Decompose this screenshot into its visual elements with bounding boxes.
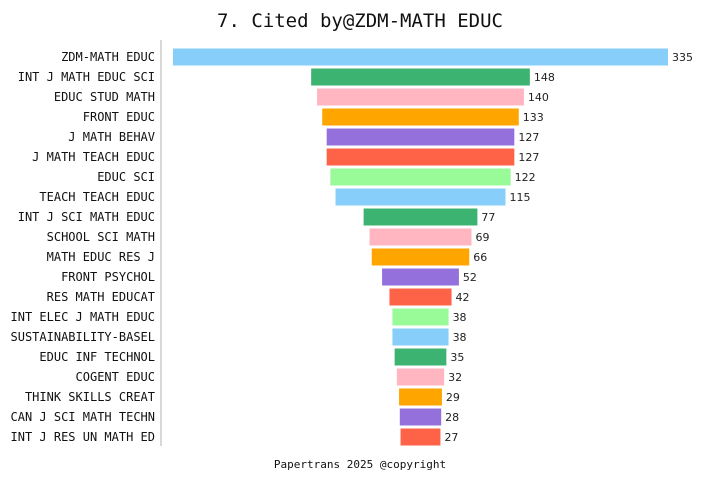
category-label: INT J MATH EDUC SCI	[18, 70, 155, 84]
bar-math-educ-res-j	[371, 248, 470, 266]
bar-int-j-math-educ-sci	[311, 68, 530, 86]
category-label: THINK SKILLS CREAT	[25, 390, 155, 404]
bar-can-j-sci-math-techn	[399, 408, 442, 426]
category-label: J MATH TEACH EDUC	[32, 150, 155, 164]
bar-int-elec-j-math-educ	[392, 308, 449, 326]
value-label: 77	[481, 211, 495, 224]
value-label: 127	[518, 151, 539, 164]
value-label: 52	[463, 271, 477, 284]
value-label: 29	[446, 391, 460, 404]
category-label: INT J SCI MATH EDUC	[18, 210, 155, 224]
bar-think-skills-creat	[399, 388, 442, 406]
bar-teach-teach-educ	[335, 188, 506, 206]
value-label: 115	[509, 191, 530, 204]
category-label: SCHOOL SCI MATH	[47, 230, 155, 244]
bar-sustainability-basel	[392, 328, 449, 346]
value-label: 148	[534, 71, 555, 84]
category-label: INT J RES UN MATH ED	[11, 430, 156, 444]
value-label: 42	[456, 291, 470, 304]
bar-int-j-res-un-math-ed	[400, 428, 441, 446]
value-label: 133	[523, 111, 544, 124]
chart-title: 7. Cited by@ZDM-MATH EDUC	[217, 10, 503, 32]
bar-zdm-math-educ	[173, 48, 668, 66]
value-label: 335	[672, 51, 693, 64]
value-label: 27	[444, 431, 458, 444]
value-label: 38	[453, 311, 467, 324]
value-label: 69	[475, 231, 489, 244]
value-label: 32	[448, 371, 462, 384]
bar-educ-stud-math	[317, 88, 524, 106]
bar-front-psychol	[382, 268, 459, 286]
copyright-footer: Papertrans 2025 @copyright	[273, 458, 447, 471]
value-label: 127	[518, 131, 539, 144]
bar-school-sci-math	[369, 228, 472, 246]
category-label: EDUC INF TECHNOL	[39, 350, 155, 364]
bar-educ-sci	[330, 168, 511, 186]
value-label: 140	[528, 91, 549, 104]
category-label: EDUC SCI	[97, 170, 155, 184]
category-label: CAN J SCI MATH TECHN	[11, 410, 156, 424]
category-label: COGENT EDUC	[76, 370, 155, 384]
category-label: MATH EDUC RES J	[47, 250, 155, 264]
bar-j-math-behav	[326, 128, 515, 146]
bar-res-math-educat	[389, 288, 452, 306]
category-label: ZDM-MATH EDUC	[61, 50, 155, 64]
value-label: 66	[473, 251, 487, 264]
category-label: FRONT EDUC	[83, 110, 155, 124]
category-label: RES MATH EDUCAT	[47, 290, 155, 304]
bar-educ-inf-technol	[394, 348, 447, 366]
value-label: 35	[450, 351, 464, 364]
category-label: J MATH BEHAV	[68, 130, 155, 144]
bar-cogent-educ	[396, 368, 445, 386]
bar-front-educ	[322, 108, 519, 126]
category-label: EDUC STUD MATH	[54, 90, 155, 104]
category-label: SUSTAINABILITY-BASEL	[11, 330, 156, 344]
category-label: INT ELEC J MATH EDUC	[11, 310, 156, 324]
bar-int-j-sci-math-educ	[363, 208, 478, 226]
value-label: 38	[453, 331, 467, 344]
value-label: 28	[445, 411, 459, 424]
value-label: 122	[515, 171, 536, 184]
category-label: FRONT PSYCHOL	[61, 270, 155, 284]
category-label: TEACH TEACH EDUC	[39, 190, 155, 204]
bar-j-math-teach-educ	[326, 148, 515, 166]
